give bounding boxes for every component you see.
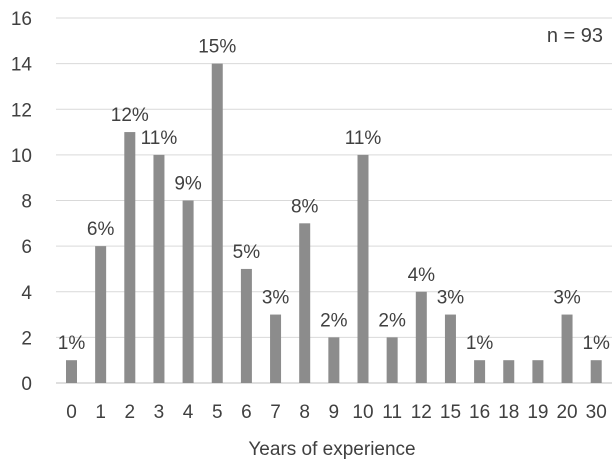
y-tick-label: 2 (21, 328, 32, 349)
data-label: 15% (198, 37, 236, 58)
bar-0 (66, 360, 77, 383)
gridlines (56, 17, 612, 384)
x-tick-label: 15 (440, 402, 461, 423)
bar-8 (299, 223, 311, 383)
bar-1 (95, 246, 107, 383)
data-label: 6% (87, 219, 115, 240)
bar-4 (182, 200, 194, 383)
bar-11 (386, 337, 398, 383)
bar-3 (153, 154, 165, 383)
bar-10 (357, 154, 369, 383)
bar-9 (328, 337, 340, 383)
data-label: 3% (262, 288, 290, 309)
sample-size-annotation: n = 93 (547, 25, 603, 47)
x-tick-label: 30 (586, 402, 607, 423)
y-tick-label: 16 (11, 9, 32, 30)
data-label: 1% (58, 333, 86, 354)
y-tick-label: 14 (11, 55, 33, 76)
data-label: 9% (174, 174, 202, 195)
x-tick-label: 0 (66, 402, 77, 423)
bar-20 (561, 314, 573, 383)
data-label: 11% (345, 128, 382, 149)
bar-30 (590, 360, 602, 383)
x-tick-label: 8 (299, 402, 310, 423)
y-tick-label: 10 (11, 146, 32, 167)
x-tick-label: 3 (154, 402, 165, 423)
data-label: 5% (233, 242, 261, 263)
y-tick-label: 4 (21, 283, 32, 304)
y-tick-label: 8 (21, 192, 32, 213)
data-label: 2% (320, 310, 348, 331)
data-label: 8% (291, 196, 319, 217)
bar-5 (211, 63, 223, 383)
data-label: 1% (466, 333, 494, 354)
data-label: 3% (437, 288, 465, 309)
y-tick-labels: 0 2 4 6 8 10 12 14 16 (11, 9, 33, 395)
x-tick-label: 20 (556, 402, 577, 423)
y-tick-label: 0 (21, 374, 32, 395)
x-tick-label: 4 (183, 402, 194, 423)
bar-15 (444, 314, 456, 383)
x-tick-label: 9 (329, 402, 340, 423)
x-tick-label: 1 (95, 402, 106, 423)
x-tick-label: 16 (469, 402, 490, 423)
bar-7 (270, 314, 282, 383)
y-tick-label: 6 (21, 237, 32, 258)
x-tick-label: 10 (352, 402, 373, 423)
y-tick-label: 12 (11, 100, 32, 121)
bar-2 (124, 132, 136, 383)
bar-18 (503, 360, 515, 383)
x-tick-label: 6 (241, 402, 252, 423)
x-tick-label: 19 (527, 402, 548, 423)
x-tick-label: 7 (270, 402, 281, 423)
bar-6 (240, 268, 252, 383)
x-tick-label: 12 (411, 402, 432, 423)
x-tick-label: 18 (498, 402, 519, 423)
data-label: 12% (111, 105, 149, 126)
x-axis-title: Years of experience (248, 439, 415, 460)
data-label: 3% (553, 288, 581, 309)
x-tick-label: 11 (382, 402, 402, 423)
bar-12 (415, 291, 427, 383)
x-tick-label: 5 (212, 402, 223, 423)
data-labels: 1%6%12%11%9%15%5%3%8%2%11%2%4%3%1%3%1% (58, 37, 610, 355)
x-tick-labels: 0 1 2 3 4 5 6 7 8 9 10 11 12 15 16 18 19 20 30 (66, 402, 607, 423)
data-label: 4% (408, 265, 436, 286)
bar-19 (532, 360, 544, 383)
x-tick-label: 2 (125, 402, 136, 423)
bar-16 (474, 360, 486, 383)
data-label: 1% (582, 333, 610, 354)
data-label: 11% (141, 128, 178, 149)
bars (66, 63, 602, 383)
data-label: 2% (378, 310, 406, 331)
